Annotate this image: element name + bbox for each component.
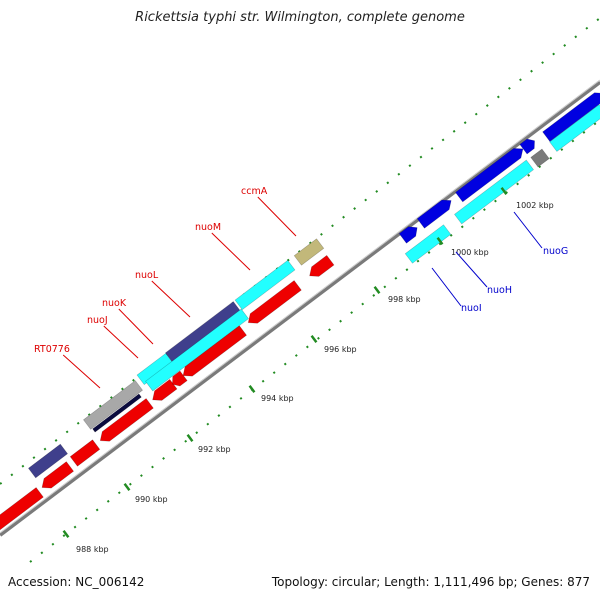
scale-tick-label: 996 kbp	[324, 345, 357, 354]
gene-label-nuoj: nuoJ	[87, 315, 108, 326]
gene-label-nuoh: nuoH	[487, 285, 512, 296]
scale-tick-mark	[310, 335, 318, 343]
scale-tick-label: 988 kbp	[76, 545, 109, 554]
gene-label-rt0776: RT0776	[34, 344, 70, 355]
gene-leader-line	[257, 196, 297, 237]
scale-tick-label: 992 kbp	[198, 445, 231, 454]
gene-leader-line	[151, 280, 191, 318]
scale-tick-label: 990 kbp	[135, 495, 168, 504]
gene-label-nuog: nuoG	[543, 246, 568, 257]
gene-leader-line	[211, 232, 251, 271]
map-title: Rickettsia typhi str. Wilmington, comple…	[135, 10, 465, 25]
cds-blue-4	[519, 138, 535, 155]
scale-tick-label: 994 kbp	[261, 394, 294, 403]
cds-blue-2	[416, 199, 452, 229]
scale-ticks: 988 kbp 990 kbp 992 kbp 994 kbp 996 kbp 998 k…	[62, 187, 554, 554]
cds-red-7	[182, 325, 247, 377]
feature-navy-1	[28, 443, 68, 479]
feature-gray-2	[530, 148, 550, 168]
topology-summary: Topology: circular; Length: 1,111,496 bp…	[271, 575, 590, 589]
feature-khaki	[293, 238, 325, 266]
scale-tick-mark	[248, 385, 256, 393]
feature-cyan-5	[454, 159, 534, 225]
genome-backbone-highlight	[0, 79, 600, 534]
gene-label-nuok: nuoK	[102, 298, 127, 309]
gene-label-nuoi: nuoI	[461, 303, 482, 314]
cds-red-8	[247, 280, 302, 324]
gene-labels: RT0776 nuoJ nuoK nuoL nuoM ccmA nuoI nuoH nuoG	[34, 186, 568, 389]
gene-leader-line	[513, 211, 543, 249]
scale-tick-mark	[436, 237, 444, 245]
scale-tick-mark	[62, 530, 70, 538]
gene-leader-line	[455, 251, 488, 288]
scale-tick-mark	[500, 187, 508, 195]
cds-red-9	[309, 254, 335, 277]
cds-red-3	[69, 439, 101, 467]
scale-tick-mark	[123, 483, 131, 491]
feature-navy-2	[92, 393, 142, 433]
cds-blue-3	[455, 148, 524, 203]
outer-tick-ring	[0, 17, 600, 485]
gene-leader-line	[103, 325, 139, 359]
gene-leader-line	[118, 308, 154, 345]
feature-cyan-6	[549, 104, 600, 152]
scale-tick-mark	[186, 434, 194, 442]
cds-red-1	[0, 487, 44, 531]
gene-leader-line	[62, 354, 101, 389]
scale-tick-label: 998 kbp	[388, 295, 421, 304]
gene-label-nuol: nuoL	[135, 270, 159, 281]
accession-text: Accession: NC_006142	[8, 575, 145, 589]
gene-leader-line	[431, 267, 462, 307]
genome-backbone	[0, 80, 600, 537]
cds-red-4	[99, 398, 154, 442]
scale-tick-label: 1000 kbp	[451, 248, 489, 257]
feature-cyan-3	[234, 259, 296, 311]
gene-label-nuom: nuoM	[195, 222, 221, 233]
cds-red-6	[172, 370, 188, 387]
cds-red-2	[41, 461, 75, 489]
scale-tick-mark	[373, 286, 381, 294]
scale-tick-label: 1002 kbp	[516, 201, 554, 210]
cds-blue-5	[542, 92, 600, 142]
feature-cyan-4	[404, 224, 452, 264]
gene-label-ccma: ccmA	[241, 186, 268, 197]
feature-tracks	[0, 92, 600, 531]
cds-blue-1	[398, 226, 418, 244]
feature-gray	[83, 380, 143, 430]
feature-cyan-2	[145, 308, 249, 392]
